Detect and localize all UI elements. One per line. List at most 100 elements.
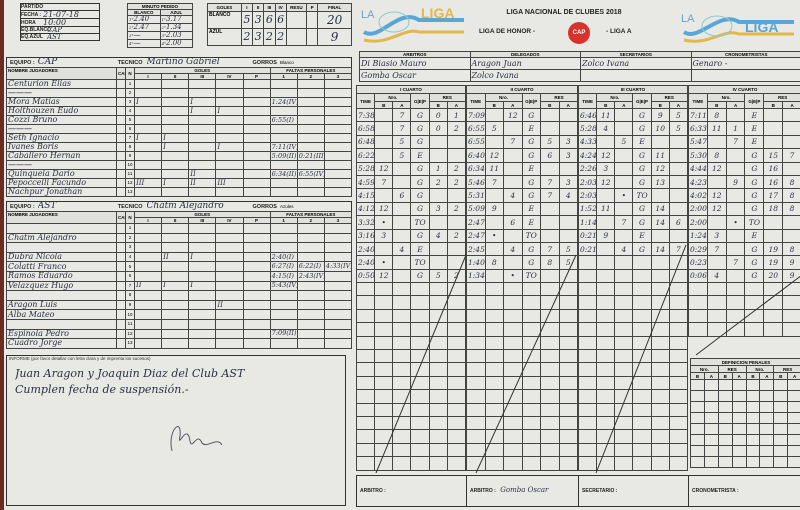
foul-time — [269, 106, 298, 116]
event-row — [356, 362, 467, 377]
goal-tally — [161, 232, 190, 244]
blanco-label: BLANCO — [207, 11, 242, 29]
quarter-label: 3° — [161, 33, 167, 38]
goal-tally — [133, 124, 163, 134]
goal-tally — [242, 88, 271, 98]
foul-time — [296, 115, 325, 125]
goal-tally — [242, 124, 271, 134]
player-number: 12 — [125, 178, 135, 188]
goal-tally — [188, 290, 217, 301]
empty-cell — [703, 456, 719, 468]
foul-time — [323, 142, 352, 152]
player-number: 11 — [125, 318, 135, 330]
res-b: 9 — [650, 107, 670, 123]
header-row: TIME Nro. G|E|P RES — [688, 93, 800, 109]
nro-a: 7 — [392, 107, 412, 123]
goal-tally — [242, 151, 271, 161]
foul-time — [323, 251, 352, 263]
header-row: I II III IV P 1 2 3 — [7, 217, 352, 224]
empty-cell — [759, 456, 775, 468]
cronometrista-name — [690, 69, 800, 82]
foul-time — [269, 223, 298, 234]
event-row: 5:31 4 G 7 4 — [466, 188, 578, 203]
foul-time — [269, 79, 298, 89]
goal-tally — [161, 223, 190, 234]
p-cell — [305, 28, 319, 46]
eq-azul-value: AST — [47, 34, 62, 40]
goal-tally — [161, 309, 190, 320]
player-row: Cuadro Jorge 13 — [6, 338, 352, 349]
player-number: 13 — [125, 187, 135, 197]
res-a: 5 — [668, 107, 689, 123]
event-row — [577, 255, 689, 270]
eq-azul-label: EQ.AZUL — [21, 34, 43, 40]
player-name — [6, 318, 117, 330]
header-row: GOLES I II III IV RESU P FINAL — [207, 3, 352, 12]
event-row — [577, 295, 689, 310]
event-row — [356, 389, 467, 404]
timeout-azul: 3°2.03 — [159, 31, 193, 40]
foul-time: 0:21(III) — [296, 151, 325, 161]
player-name: Dubra Nicola — [6, 251, 117, 263]
goal-tally — [215, 124, 244, 134]
player-name — [6, 223, 117, 234]
quarter-2-table: II CUARTO TIME Nro. G|E|P RES B A B A 7:09 12 G 6:55… — [466, 85, 578, 471]
event-row — [356, 308, 467, 324]
goal-tally — [215, 169, 244, 179]
event-row — [466, 295, 578, 310]
goal-tally — [188, 232, 217, 244]
club-badge: CAP — [568, 22, 590, 44]
cap-cell — [116, 338, 126, 349]
event-row — [577, 308, 689, 324]
goal-tally — [215, 232, 244, 244]
event-row — [356, 349, 467, 364]
goal-tally — [242, 299, 271, 311]
timeout-row: 1°2.40 1°3.17 — [127, 15, 193, 24]
p-cell — [305, 11, 319, 29]
player-name: ——— — [6, 88, 117, 98]
col-header: III — [263, 3, 276, 12]
goal-tally — [161, 270, 190, 282]
cap-cell — [116, 280, 126, 292]
foul-time: 4:15(I) — [269, 270, 298, 282]
cap-cell — [116, 309, 126, 320]
res-a: 6 — [668, 215, 689, 230]
penales-row — [690, 445, 800, 457]
player-name — [6, 290, 117, 301]
foul-time — [323, 124, 352, 134]
goal-tally: I — [188, 97, 217, 107]
player-number: 1 — [125, 79, 135, 89]
event-row: 3:16 3 G 4 2 — [356, 228, 467, 243]
secretario-name: Zolco Ivana — [580, 57, 692, 70]
cap-cell — [116, 232, 126, 244]
player-number: 6 — [125, 270, 135, 282]
player-name: Aragon Luis — [6, 299, 117, 311]
player-number: 2 — [125, 88, 135, 98]
resu-cell — [285, 11, 308, 29]
foul-time — [323, 299, 352, 311]
goal-tally — [188, 142, 217, 152]
gep-header: G|E|P — [744, 93, 765, 109]
header-row: I II III IV P 1 2 3 — [7, 73, 352, 80]
goal-tally — [133, 223, 163, 234]
event-row — [466, 402, 578, 417]
foul-time — [323, 187, 352, 197]
cap-cell — [116, 299, 126, 311]
goal-tally — [215, 88, 244, 98]
player-row: Ramos Eduardo 6 4:15(I) 2:43(IV) — [6, 270, 352, 282]
arbitro-1-label: ARBITRO : — [360, 488, 386, 494]
quarter-label: 1° — [161, 17, 167, 22]
foul-time — [269, 318, 298, 330]
foul-time: 6:27(I) — [269, 261, 298, 272]
goal-tally — [215, 242, 244, 253]
goal-tally — [188, 79, 217, 89]
gep-header: G|E|P — [521, 93, 541, 109]
penales-box: DEFINICION PENALES Nro. RES Nro. RES B A B A B A B A — [690, 358, 800, 473]
goal-tally — [242, 261, 271, 272]
player-number: 7 — [125, 280, 135, 292]
player-number: 2 — [125, 232, 135, 244]
foul-time: 6:34(II) — [269, 169, 298, 179]
goal-tally — [133, 242, 163, 253]
timeout-value: 2.00 — [166, 39, 182, 47]
player-row: Ivanes Boris 8 I I 7:11(IV) — [6, 142, 352, 152]
